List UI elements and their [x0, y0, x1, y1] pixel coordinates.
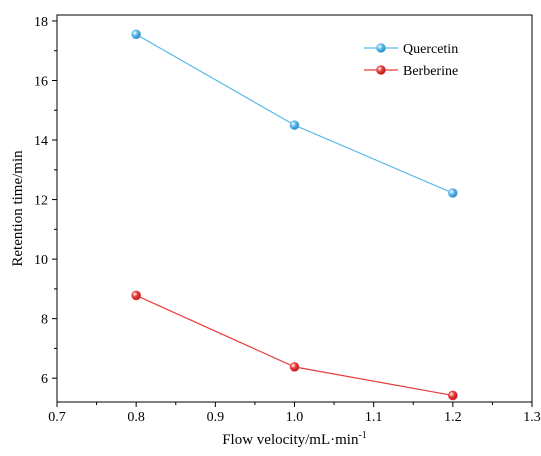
x-tick-label: 1.2 [444, 410, 462, 425]
series-line-quercetin [135, 33, 454, 194]
y-tick-label: 14 [34, 134, 48, 149]
x-axis-title: Flow velocity/mL·min-1 [222, 430, 367, 448]
x-tick-label: 1.3 [523, 410, 541, 425]
legend: Quercetin Berberine [364, 42, 458, 79]
legend-label-berberine: Berberine [403, 64, 458, 79]
x-tick-label: 0.8 [127, 410, 145, 425]
data-point-berberine [448, 390, 458, 401]
x-axis-ticks: 0.7 0.8 0.9 1.0 1.1 1.2 1.3 [48, 402, 541, 425]
y-tick-label: 12 [34, 194, 48, 209]
y-tick-label: 6 [41, 372, 48, 387]
x-tick-label: 0.9 [207, 410, 225, 425]
x-axis-title-text: Flow velocity/mL·min [222, 432, 359, 448]
data-point-berberine [289, 362, 300, 372]
series-line-berberine [135, 294, 453, 397]
data-point-quercetin [448, 188, 458, 198]
plot-frame [56, 14, 533, 403]
legend-marker-quercetin [376, 43, 386, 53]
legend-marker-berberine [376, 65, 386, 75]
x-tick-label: 1.1 [365, 410, 383, 425]
x-tick-label: 0.7 [48, 410, 66, 425]
y-tick-label: 8 [41, 313, 48, 328]
data-point-berberine [131, 290, 141, 301]
y-tick-label: 16 [34, 74, 48, 89]
data-point-quercetin [131, 29, 141, 40]
y-tick-label: 10 [34, 253, 48, 268]
series-layer [131, 29, 458, 401]
y-tick-label: 18 [34, 15, 48, 30]
y-axis-title: Retention time/min [10, 150, 26, 267]
x-axis-title-superscript: -1 [358, 430, 366, 441]
y-axis-ticks: 6 8 10 12 14 16 18 [34, 15, 57, 387]
legend-label-quercetin: Quercetin [403, 42, 458, 57]
x-tick-label: 1.0 [286, 410, 304, 425]
data-point-quercetin [289, 120, 300, 130]
